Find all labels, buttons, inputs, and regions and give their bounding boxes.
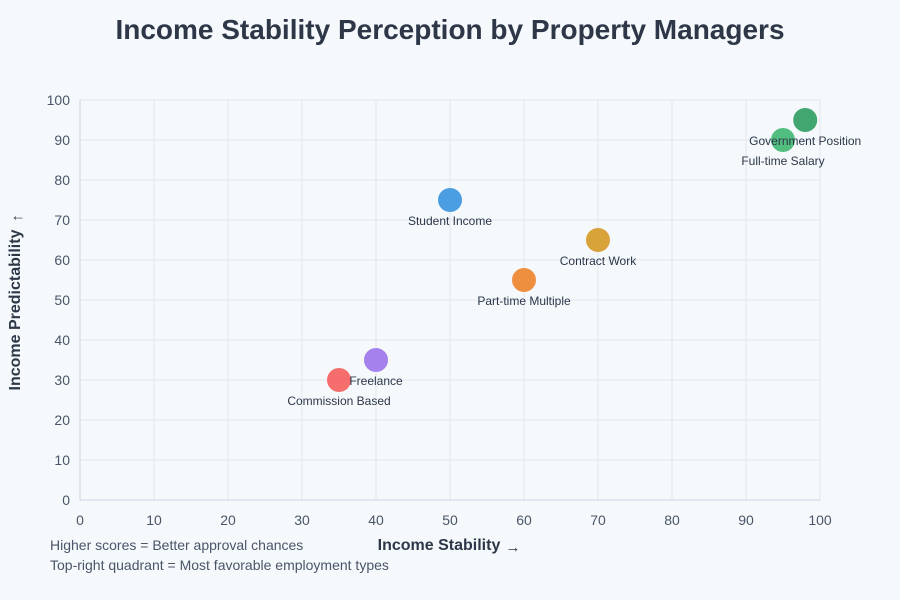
x-tick-label: 80 (664, 512, 680, 528)
y-tick-label: 90 (54, 132, 70, 148)
data-label: Full-time Salary (741, 154, 824, 168)
annotation-note: Higher scores = Better approval chances (50, 537, 304, 553)
y-tick-label: 50 (54, 292, 70, 308)
x-axis-arrow: → (506, 539, 521, 556)
annotation-note: Top-right quadrant = Most favorable empl… (50, 557, 389, 573)
data-point (771, 128, 795, 152)
x-axis-label: Income Stability (378, 537, 501, 554)
x-tick-label: 50 (442, 512, 458, 528)
y-tick-label: 30 (54, 372, 70, 388)
y-tick-label: 40 (54, 332, 70, 348)
y-tick-label: 60 (54, 252, 70, 268)
data-label: Student Income (408, 214, 492, 228)
data-point (364, 348, 388, 372)
x-tick-label: 10 (146, 512, 162, 528)
data-label: Freelance (349, 374, 403, 388)
data-point (512, 268, 536, 292)
data-label: Commission Based (287, 394, 390, 408)
data-label: Part-time Multiple (477, 294, 571, 308)
y-tick-label: 20 (54, 412, 70, 428)
x-tick-label: 40 (368, 512, 384, 528)
y-tick-label: 70 (54, 212, 70, 228)
y-axis-label: Income Predictability (7, 229, 24, 390)
y-tick-label: 80 (54, 172, 70, 188)
data-label: Government Position (749, 134, 861, 148)
x-tick-label: 20 (220, 512, 236, 528)
x-tick-label: 100 (808, 512, 832, 528)
data-point (438, 188, 462, 212)
x-tick-label: 70 (590, 512, 606, 528)
y-tick-label: 10 (54, 452, 70, 468)
data-point (793, 108, 818, 132)
y-tick-label: 0 (62, 492, 70, 508)
data-point (586, 228, 610, 252)
x-tick-label: 0 (76, 512, 84, 528)
y-axis-arrow: ↑ (9, 214, 26, 222)
data-label: Contract Work (560, 254, 637, 268)
data-point (327, 368, 351, 392)
chart-title: Income Stability Perception by Property … (115, 14, 785, 45)
x-tick-label: 60 (516, 512, 532, 528)
x-tick-label: 30 (294, 512, 310, 528)
y-tick-label: 100 (47, 92, 71, 108)
x-tick-label: 90 (738, 512, 754, 528)
